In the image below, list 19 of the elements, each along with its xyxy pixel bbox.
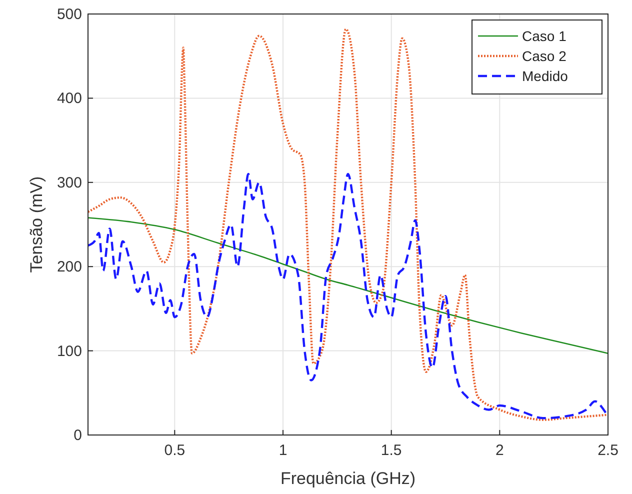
y-tick-label: 0 — [74, 427, 82, 444]
legend-label: Medido — [522, 68, 568, 84]
line-series — [86, 172, 610, 420]
y-tick-label: 200 — [56, 258, 82, 276]
x-axis-title: Frequência (GHz) — [280, 469, 416, 488]
x-tick-label: 1 — [278, 442, 288, 459]
line-series — [86, 28, 610, 421]
x-tick-label: 2.5 — [598, 442, 618, 459]
y-tick-label: 400 — [56, 90, 82, 108]
x-tick-label: 1.5 — [380, 442, 402, 459]
y-tick-label: 500 — [56, 6, 82, 23]
x-tick-label: 2 — [495, 442, 504, 459]
y-tick-label: 100 — [56, 342, 82, 360]
x-tick-label: 0.5 — [164, 442, 186, 459]
line-series — [87, 217, 609, 354]
y-axis-title: Tensão (mV) — [27, 176, 46, 273]
legend-label: Caso 1 — [522, 28, 567, 44]
legend-label: Caso 2 — [522, 48, 567, 64]
y-tick-label: 300 — [56, 174, 82, 192]
